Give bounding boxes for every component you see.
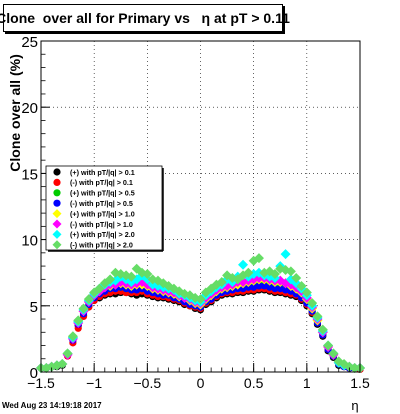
y-axis-label: Clone over all (%) bbox=[7, 54, 23, 171]
data-point bbox=[269, 269, 280, 280]
data-point bbox=[67, 331, 78, 342]
legend-box bbox=[45, 165, 163, 251]
legend-marker bbox=[53, 189, 61, 197]
x-tick-label: 1.5 bbox=[350, 375, 370, 391]
data-point bbox=[323, 340, 334, 351]
data-point bbox=[94, 283, 105, 294]
data-point bbox=[349, 363, 360, 374]
y-tick-label: 10 bbox=[21, 233, 38, 250]
x-tick-label: −1 bbox=[86, 375, 102, 391]
data-point bbox=[280, 249, 291, 260]
legend-label: (-) with pT/|q| > 1.0 bbox=[70, 220, 133, 229]
data-point bbox=[244, 283, 252, 291]
data-point bbox=[57, 359, 68, 370]
data-point bbox=[285, 266, 296, 277]
legend-label: (-) with pT/|q| > 2.0 bbox=[70, 241, 133, 250]
legend-marker bbox=[52, 209, 62, 219]
legend-marker bbox=[52, 219, 62, 229]
data-point bbox=[255, 282, 263, 290]
data-point bbox=[126, 271, 137, 282]
data-point bbox=[142, 274, 153, 285]
data-point bbox=[216, 276, 227, 287]
legend-marker bbox=[53, 178, 61, 186]
data-point bbox=[83, 294, 94, 305]
y-tick-label: 20 bbox=[21, 100, 38, 117]
data-point bbox=[243, 267, 254, 278]
y-tick-label: 15 bbox=[21, 166, 38, 183]
series-8 bbox=[36, 253, 365, 374]
x-tick-label: 0.5 bbox=[244, 375, 264, 391]
x-tick-label: 1 bbox=[303, 375, 311, 391]
data-point bbox=[271, 284, 279, 293]
axis-ticks: −1.5 −1 −0.5 0 0.5 1 1.5 0 5 10 15 20 25 bbox=[21, 34, 370, 391]
x-tick-label: 0 bbox=[197, 375, 205, 391]
legend-label: (-) with pT/|q| > 0.1 bbox=[70, 178, 133, 187]
data-point bbox=[78, 303, 89, 314]
data-point bbox=[253, 253, 264, 264]
data-point bbox=[312, 311, 323, 322]
data-markers bbox=[36, 249, 365, 374]
data-point bbox=[317, 324, 328, 335]
y-tick-label: 0 bbox=[30, 365, 38, 382]
timestamp: Wed Aug 23 14:19:18 2017 bbox=[2, 401, 102, 410]
data-point bbox=[296, 280, 307, 291]
data-point bbox=[142, 269, 153, 280]
legend-label: (-) with pT/|q| > 0.5 bbox=[70, 199, 133, 208]
data-point bbox=[301, 287, 312, 298]
x-axis-label: η bbox=[351, 398, 358, 413]
legend-marker bbox=[53, 199, 61, 207]
x-tick-label: −0.5 bbox=[134, 375, 162, 391]
y-tick-label: 25 bbox=[21, 34, 38, 51]
legend-label: (+) with pT/|q| > 2.0 bbox=[70, 230, 135, 239]
legend-marker bbox=[53, 168, 61, 176]
data-point bbox=[195, 294, 206, 305]
data-point bbox=[238, 259, 249, 270]
data-point bbox=[105, 274, 116, 285]
data-point bbox=[307, 298, 318, 309]
legend: (+) with pT/|q| > 0.1(-) with pT/|q| > 0… bbox=[45, 165, 164, 252]
legend-label: (+) with pT/|q| > 1.0 bbox=[70, 209, 135, 218]
x-tick-label: −1.5 bbox=[27, 375, 55, 391]
legend-marker bbox=[52, 240, 62, 250]
chart-title: Clone over all for Primary vs η at pT > … bbox=[0, 4, 290, 32]
legend-label: (+) with pT/|q| > 0.5 bbox=[70, 189, 135, 198]
data-point bbox=[73, 315, 84, 326]
data-point bbox=[291, 272, 302, 283]
y-tick-label: 5 bbox=[30, 299, 38, 316]
data-point bbox=[328, 348, 339, 359]
legend-label: (+) with pT/|q| > 0.1 bbox=[70, 168, 135, 177]
legend-marker bbox=[52, 229, 62, 239]
data-point bbox=[62, 348, 73, 359]
